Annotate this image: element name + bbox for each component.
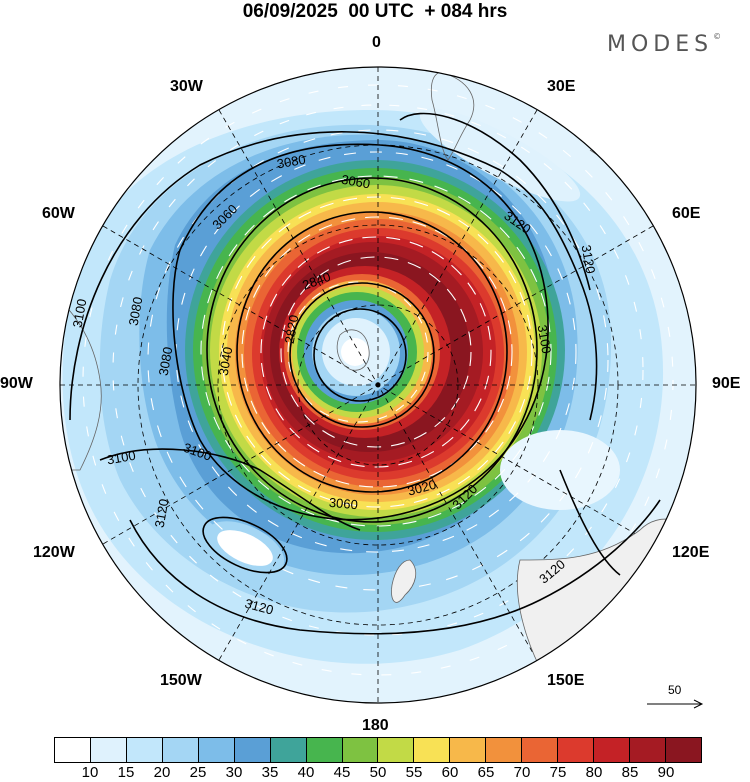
colorbar-tick-label: 80 bbox=[585, 764, 603, 781]
colorbar bbox=[54, 737, 702, 763]
colorbar-swatch bbox=[306, 738, 343, 762]
colorbar-swatch bbox=[665, 738, 701, 762]
contour-label: 3080 bbox=[156, 346, 176, 377]
colorbar-swatch bbox=[270, 738, 307, 762]
colorbar-ticks: 10 15 20 25 30 35 40 45 50 55 60 65 70 75 80 85 90 bbox=[54, 764, 702, 782]
colorbar-tick-label: 75 bbox=[549, 764, 567, 781]
colorbar-swatch bbox=[594, 738, 630, 762]
colorbar-tick-label: 70 bbox=[513, 764, 531, 781]
lon-label-120e: 120E bbox=[672, 544, 710, 561]
colorbar-tick-label: 30 bbox=[225, 764, 243, 781]
lon-label-90w: 90W bbox=[0, 375, 33, 392]
colorbar-tick-label: 20 bbox=[153, 764, 171, 781]
map-border bbox=[59, 66, 697, 704]
colorbar-swatch bbox=[90, 738, 127, 762]
colorbar-swatch bbox=[126, 738, 163, 762]
lon-label-180: 180 bbox=[362, 717, 389, 734]
colorbar-tick-label: 90 bbox=[657, 764, 675, 781]
contour-label: 3060 bbox=[328, 495, 358, 512]
lon-label-30e: 30E bbox=[547, 78, 576, 95]
colorbar-tick-label: 15 bbox=[117, 764, 135, 781]
logo-mark: © bbox=[713, 32, 722, 41]
lon-label-0: 0 bbox=[372, 34, 381, 51]
reference-vector-label: 50 bbox=[668, 683, 682, 697]
height-contours bbox=[69, 112, 661, 635]
lon-label-150e: 150E bbox=[547, 672, 585, 689]
contour-label: 3100 bbox=[106, 448, 137, 468]
contour-label: 3040 bbox=[216, 346, 236, 377]
pole-marker bbox=[375, 382, 381, 388]
contour-label: 3020 bbox=[406, 477, 438, 499]
lon-label-120w: 120W bbox=[33, 544, 75, 561]
lon-label-90e: 90E bbox=[712, 375, 741, 392]
colorbar-swatch bbox=[162, 738, 199, 762]
contour-label: 3100 bbox=[535, 324, 555, 355]
lon-label-30w: 30W bbox=[170, 78, 203, 95]
contour-label: 3080 bbox=[126, 296, 146, 327]
contour-label: 3080 bbox=[276, 152, 307, 172]
contour-label: 3120 bbox=[579, 244, 599, 275]
colorbar-swatch bbox=[378, 738, 415, 762]
reference-vector-arrow bbox=[647, 699, 704, 709]
colorbar-swatch bbox=[450, 738, 487, 762]
colorbar-swatch bbox=[414, 738, 451, 762]
colorbar-tick-label: 45 bbox=[333, 764, 351, 781]
contour-label: 2820 bbox=[282, 314, 302, 345]
colorbar-swatch bbox=[558, 738, 595, 762]
colorbar-tick-label: 10 bbox=[81, 764, 99, 781]
lon-label-60w: 60W bbox=[42, 205, 75, 222]
contour-label: 3120 bbox=[152, 498, 172, 529]
contour-label: 3100 bbox=[70, 298, 90, 329]
contour-label: 3120 bbox=[243, 596, 275, 618]
colorbar-swatch bbox=[486, 738, 523, 762]
logo-text: MODES bbox=[607, 32, 714, 57]
colorbar-tick-label: 35 bbox=[261, 764, 279, 781]
modes-logo: MODES© bbox=[607, 32, 721, 57]
lon-label-60e: 60E bbox=[672, 205, 701, 222]
colorbar-swatch bbox=[630, 738, 666, 762]
colorbar-tick-label: 50 bbox=[369, 764, 387, 781]
map-title: 06/09/2025 00 UTC + 084 hrs bbox=[242, 1, 508, 22]
colorbar-swatch bbox=[55, 738, 91, 762]
colorbar-tick-label: 85 bbox=[621, 764, 639, 781]
colorbar-swatch bbox=[198, 738, 235, 762]
colorbar-swatch bbox=[234, 738, 271, 762]
colorbar-swatch bbox=[522, 738, 559, 762]
colorbar-tick-label: 55 bbox=[405, 764, 423, 781]
lon-label-150w: 150W bbox=[160, 672, 202, 689]
colorbar-swatch bbox=[342, 738, 379, 762]
colorbar-tick-label: 25 bbox=[189, 764, 207, 781]
contour-label: 3060 bbox=[340, 172, 371, 192]
colorbar-tick-label: 60 bbox=[441, 764, 459, 781]
colorbar-tick-label: 65 bbox=[477, 764, 495, 781]
colorbar-tick-label: 40 bbox=[297, 764, 315, 781]
